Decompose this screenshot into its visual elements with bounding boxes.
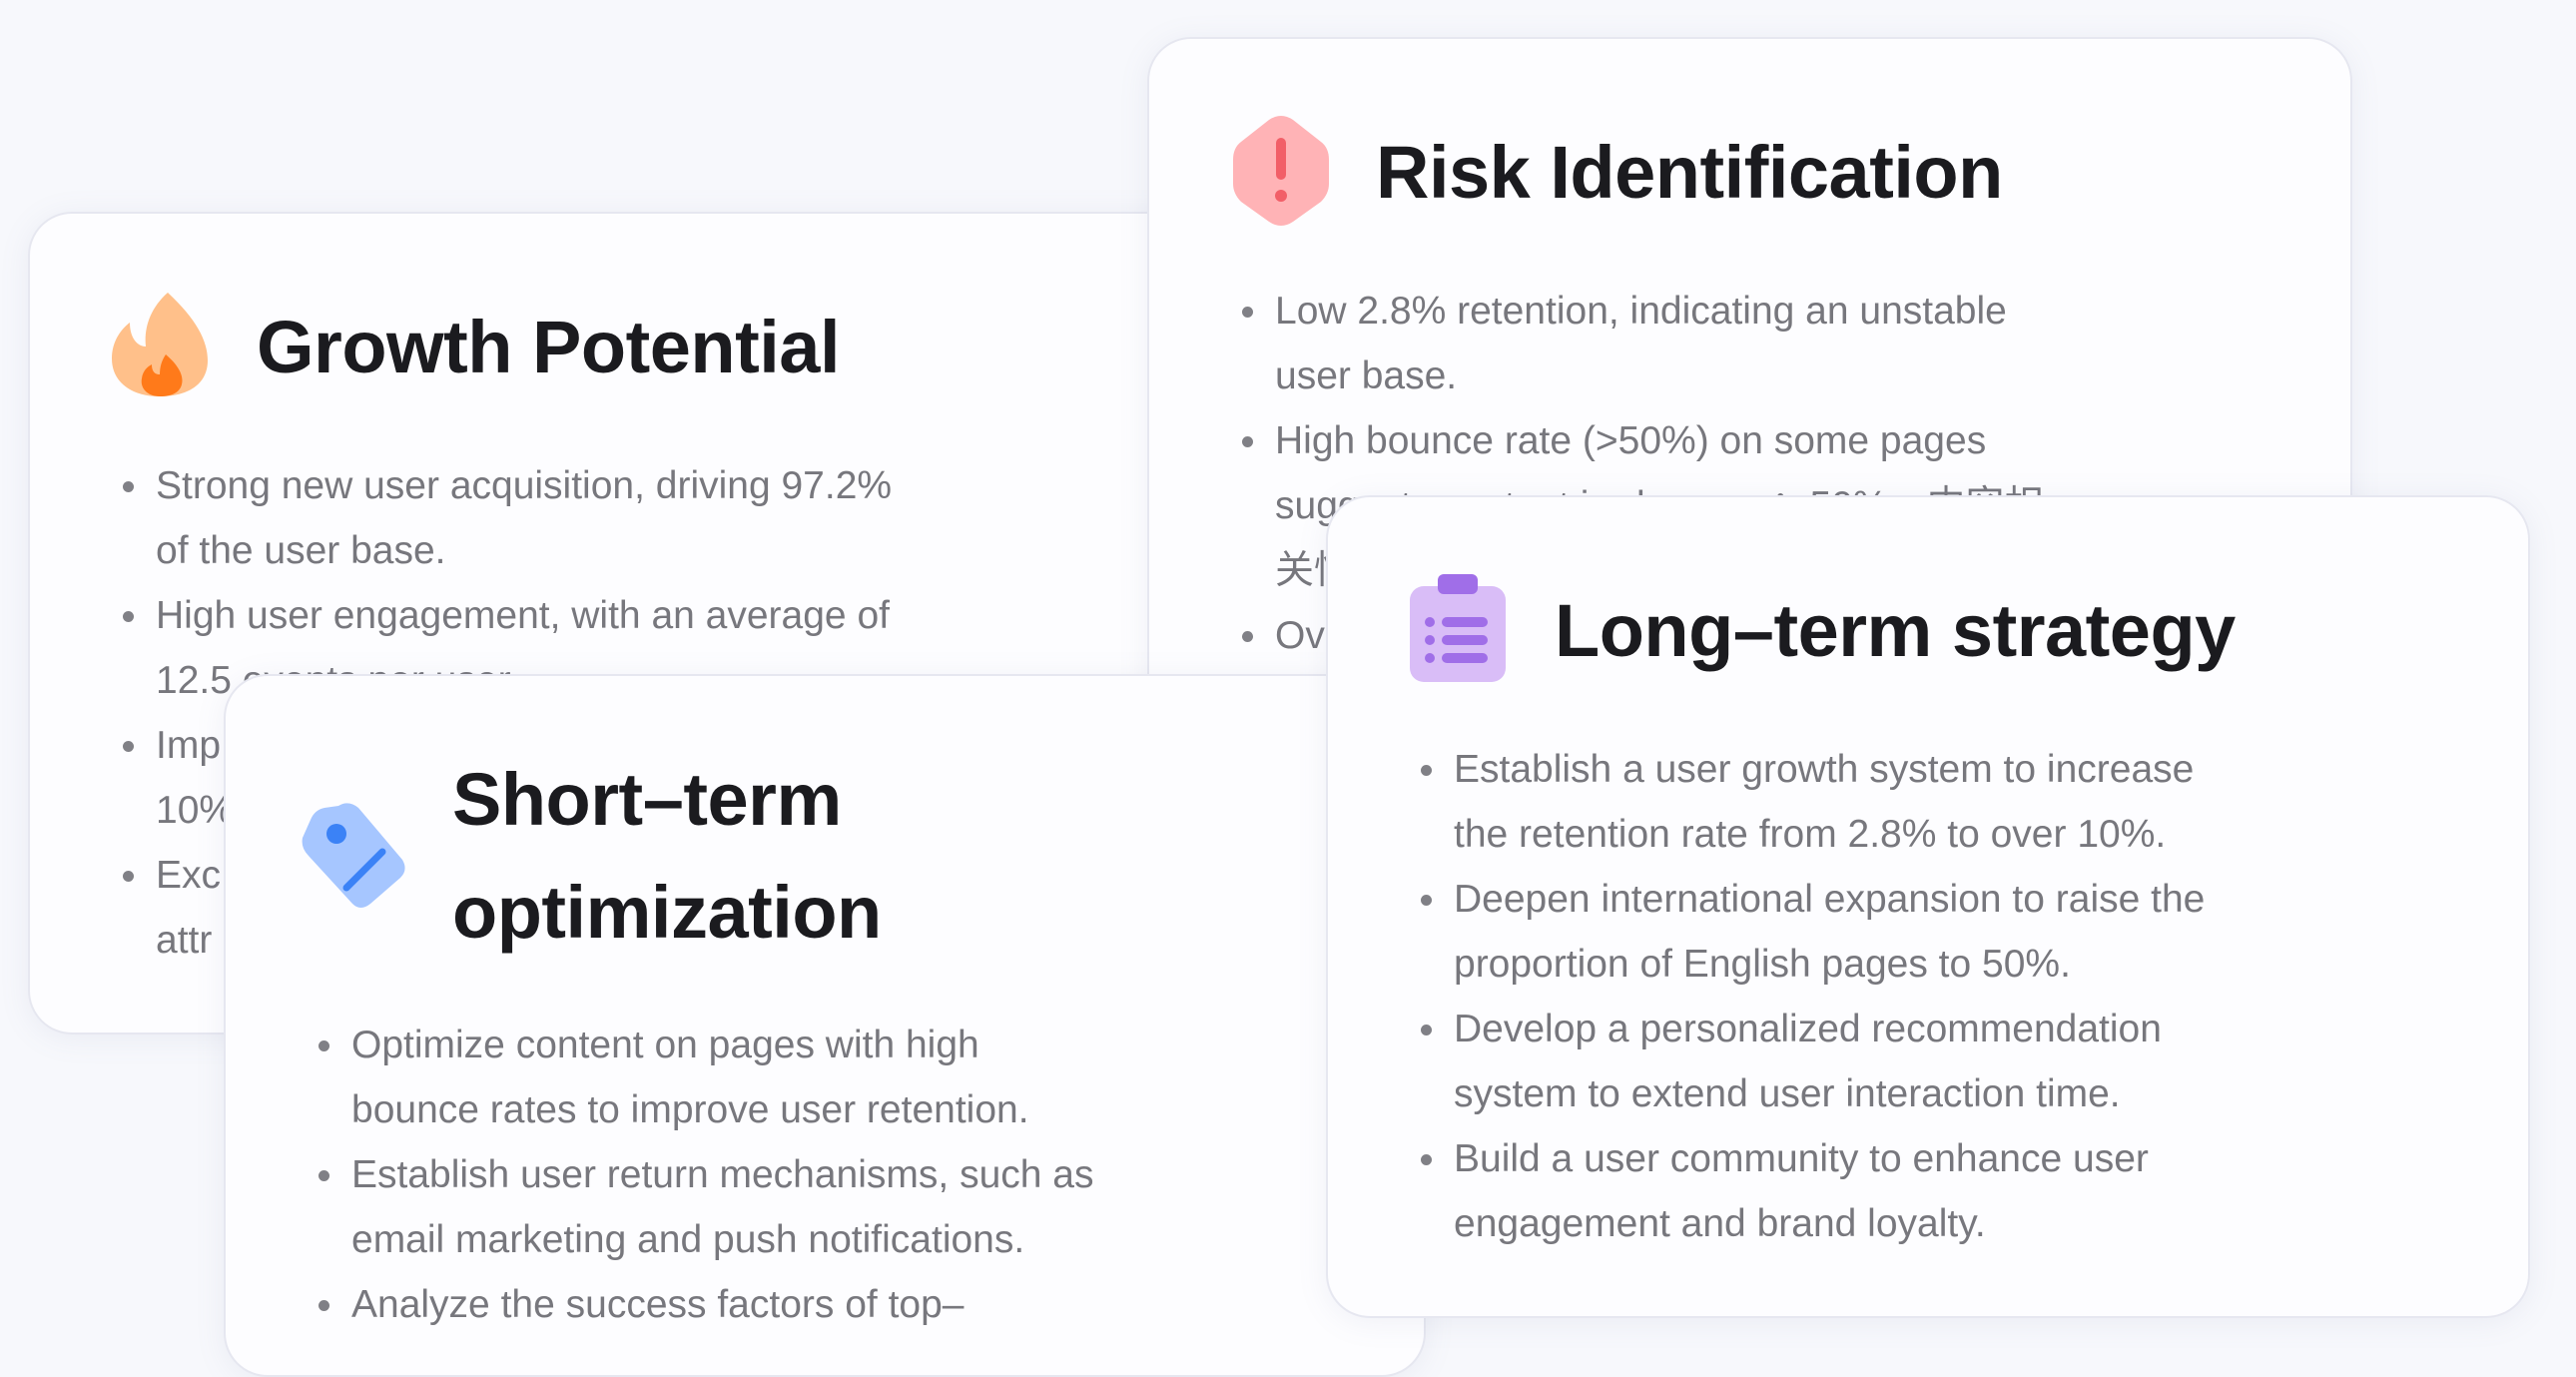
list-item: Ov [1242,603,2310,668]
list-item-text: system to extend user interaction time. [1454,1072,2121,1115]
list-item: Establish user return mechanisms, such a… [319,1142,1384,1272]
list-item-text: Establish user return mechanisms, such a… [351,1153,1094,1196]
list-item: Optimize content on pages with high bounc… [319,1013,1384,1142]
clipboard-list-icon [1408,574,1508,684]
card-title-line: Growth Potential [257,306,841,388]
card-title: Growth Potential [257,291,841,403]
card-title-line: Short–term [452,758,842,841]
list-item-text: user base. [1275,354,1458,397]
list-item: Exc attr [123,843,1188,973]
list-item: Imp 10% [123,713,1188,843]
bullet-list: Optimize content on pages with high bounc… [319,1013,1384,1337]
list-item-text: Optimize content on pages with high [351,1024,979,1066]
card-title-line: optimization [452,871,882,954]
list-item-text: attr [156,919,213,962]
list-item: Low 2.8% retention, indicating an unstab… [1242,279,2310,408]
card-title: Long–term strategy [1555,574,2236,687]
card-short: Short–term optimization Optimize content o… [224,674,1426,1377]
list-item-text: Strong new user acquisition, driving 97.… [156,464,893,507]
list-item: Develop a personalized recommendation sys… [1421,997,2488,1126]
list-item: Deepen international expansion to raise … [1421,867,2488,997]
list-item: Build a user community to enhance user en… [1421,1126,2488,1256]
list-item-text: Imp [156,724,222,767]
list-item-text: email marketing and push notifications. [351,1218,1025,1261]
list-item-text: Build a user community to enhance user [1454,1137,2149,1180]
tag-icon [299,800,405,910]
list-item-text: bounce rates to improve user retention. [351,1088,1029,1131]
bullet-list: Establish a user growth system to increa… [1421,737,2488,1256]
list-item-text: Deepen international expansion to raise … [1454,878,2206,921]
list-item-text: Low 2.8% retention, indicating an unstab… [1275,290,2007,333]
list-item-text: Exc [156,854,222,897]
list-item: Analyze the success factors of top– [319,1272,1384,1337]
list-item-text: Establish a user growth system to increa… [1454,748,2195,791]
list-item-text: Develop a personalized recommendation [1454,1008,2162,1050]
list-item: Strong new user acquisition, driving 97.… [123,453,1188,583]
list-item-text: of the user base. [156,529,446,572]
card-title-line: Long–term strategy [1555,589,2236,672]
card-title: Risk Identification [1376,116,2003,229]
list-item-text: Analyze the success factors of top– [351,1283,965,1326]
warning-hexagon-icon [1231,116,1331,226]
list-item-text: engagement and brand loyalty. [1454,1202,1986,1245]
card-title-line: Risk Identification [1376,131,2003,214]
flame-icon [110,289,210,398]
list-item-text: Ov [1275,614,1325,657]
list-item-text: High bounce rate (>50%) on some pages [1275,419,1987,462]
list-item-text: proportion of English pages to 50%. [1454,943,2071,986]
list-item-text: 10% [156,789,235,832]
card-title: Short–term optimization [452,743,882,969]
list-item-text: the retention rate from 2.8% to over 10%… [1454,813,2167,856]
list-item: Establish a user growth system to increa… [1421,737,2488,867]
card-long: Long–term strategy Establish a user growt… [1326,495,2530,1318]
list-item-text: High user engagement, with an average of [156,594,890,637]
